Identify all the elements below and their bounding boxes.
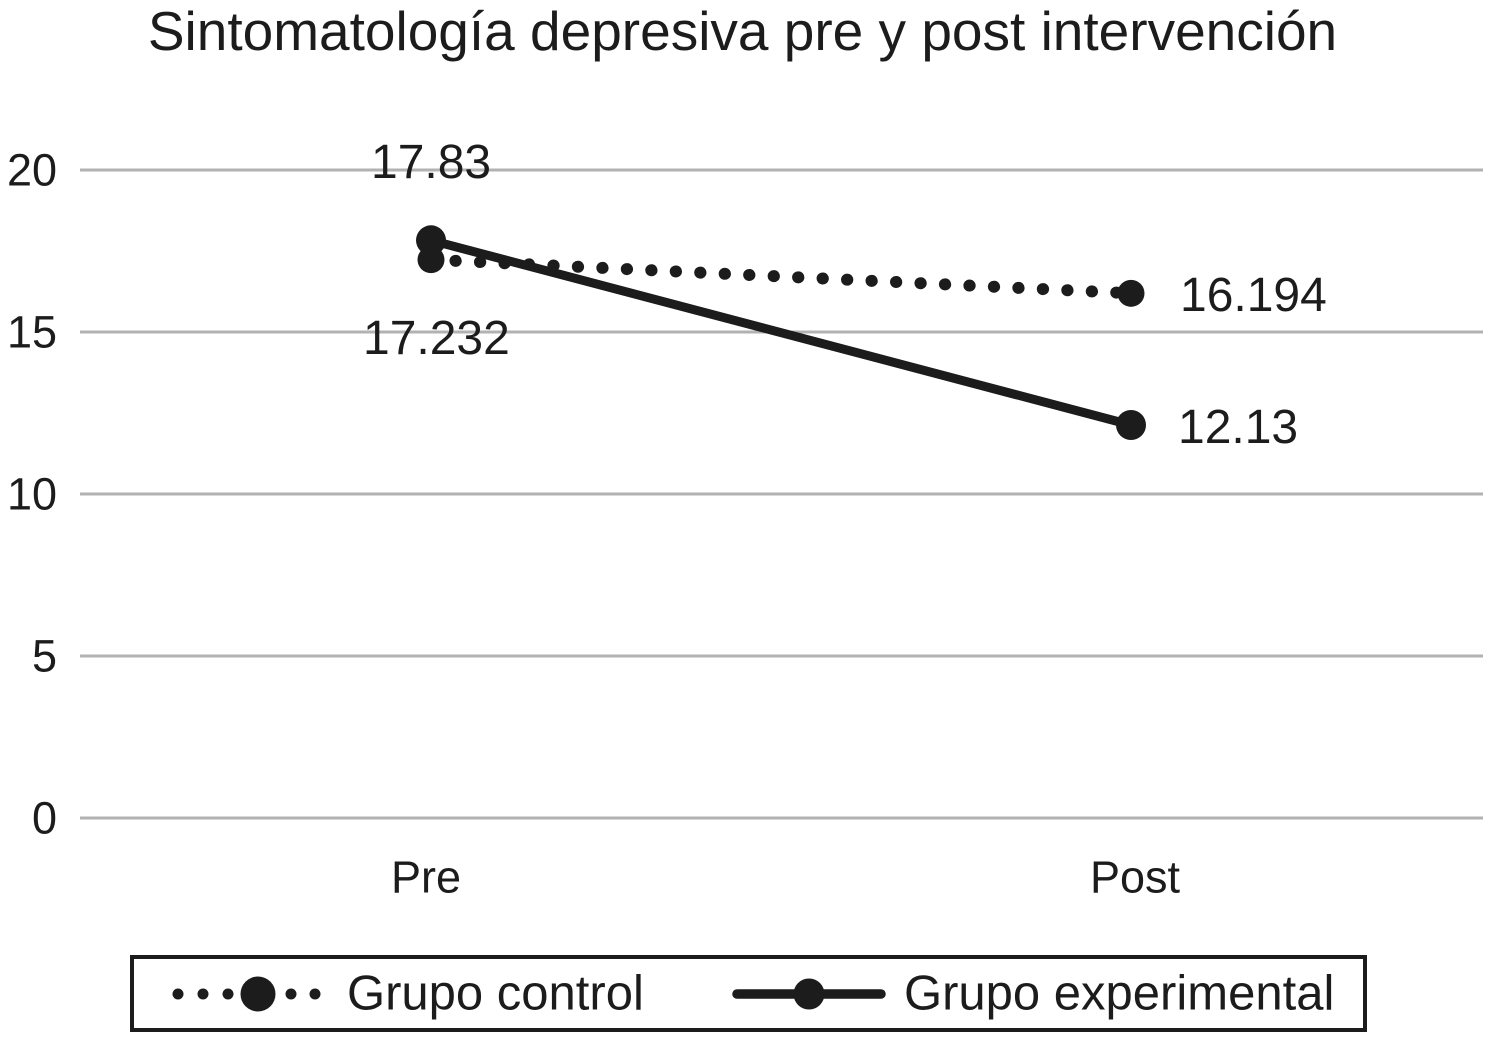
y-tick-15: 15 — [6, 306, 57, 358]
y-tick-5: 5 — [31, 630, 57, 682]
legend: Grupo control Grupo experimental — [130, 955, 1367, 1032]
y-tick-0: 0 — [31, 792, 57, 844]
data-label-control-pre: 17.232 — [363, 312, 510, 365]
marker-solid-pre — [416, 225, 446, 256]
marker-solid-post — [1116, 409, 1146, 440]
y-tick-20: 20 — [6, 144, 57, 196]
series-line-solid — [429, 235, 1133, 430]
data-label-experimental-pre: 17.83 — [371, 136, 492, 189]
data-label-experimental-post: 12.13 — [1178, 401, 1299, 454]
series-line-dotted — [425, 253, 1137, 300]
x-tick-post: Post — [1089, 851, 1181, 903]
dotted-line-icon — [172, 976, 321, 1011]
chart-title: Sintomatología depresiva pre y post inte… — [147, 0, 1338, 62]
x-tick-pre: Pre — [390, 851, 462, 903]
data-label-control-post: 16.194 — [1180, 269, 1327, 322]
solid-line-icon — [732, 978, 886, 1009]
y-tick-10: 10 — [6, 468, 57, 520]
legend-label-control: Grupo control — [347, 966, 644, 1020]
marker-dotted-post — [1117, 279, 1145, 307]
legend-label-experimental: Grupo experimental — [904, 966, 1335, 1020]
